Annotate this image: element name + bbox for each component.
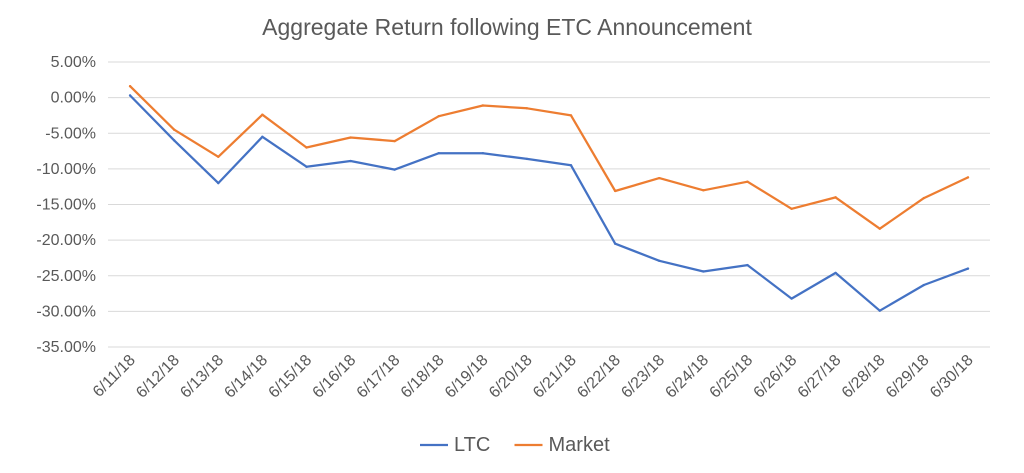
x-tick-label: 6/19/18 — [442, 352, 492, 402]
data-point-ltc — [525, 157, 529, 161]
data-point-market — [437, 114, 440, 118]
data-point-market — [702, 189, 705, 192]
x-tick-label: 6/13/18 — [177, 352, 227, 402]
gridlines — [108, 61, 990, 348]
chart-title: Aggregate Return following ETC Announcem… — [262, 14, 752, 40]
data-point-ltc — [834, 271, 837, 275]
data-point-ltc — [217, 181, 220, 185]
x-axis-tick-labels: 6/11/186/12/186/13/186/14/186/15/186/16/… — [90, 352, 977, 402]
data-point-ltc — [481, 152, 485, 155]
data-point-market — [481, 104, 485, 107]
x-tick-label: 6/17/18 — [354, 352, 404, 402]
data-point-ltc — [349, 159, 352, 163]
data-point-ltc — [613, 242, 617, 245]
data-point-market — [261, 113, 264, 116]
data-point-market — [790, 207, 793, 210]
data-point-ltc — [172, 139, 176, 142]
x-tick-label: 6/23/18 — [618, 352, 668, 402]
x-tick-label: 6/30/18 — [927, 352, 977, 402]
x-tick-label: 6/22/18 — [574, 352, 624, 402]
data-point-ltc — [966, 267, 970, 270]
x-tick-label: 6/12/18 — [133, 352, 183, 402]
data-point-market — [569, 114, 573, 117]
data-point-ltc — [702, 270, 705, 273]
x-tick-label: 6/24/18 — [662, 352, 712, 402]
x-tick-label: 6/21/18 — [530, 352, 580, 402]
x-tick-label: 6/26/18 — [751, 352, 801, 402]
data-point-market — [172, 128, 176, 131]
y-tick-label: -35.00% — [36, 339, 96, 356]
data-point-ltc — [746, 263, 749, 267]
data-point-ltc — [922, 283, 926, 287]
x-tick-label: 6/28/18 — [839, 352, 889, 402]
data-point-ltc — [305, 165, 308, 168]
data-point-ltc — [393, 168, 396, 171]
y-tick-label: -20.00% — [36, 232, 96, 249]
y-tick-label: -30.00% — [36, 303, 96, 320]
data-point-ltc — [878, 309, 881, 312]
data-point-market — [658, 176, 661, 180]
data-point-market — [834, 196, 837, 199]
y-tick-label: -15.00% — [36, 197, 96, 214]
data-point-market — [746, 180, 749, 183]
y-tick-label: -5.00% — [45, 125, 96, 142]
data-point-market — [525, 107, 529, 110]
data-point-ltc — [128, 94, 132, 97]
legend-label-ltc: LTC — [454, 434, 490, 456]
data-point-market — [217, 155, 220, 158]
data-point-market — [966, 176, 970, 179]
x-tick-label: 6/11/18 — [90, 352, 139, 401]
data-point-market — [393, 139, 396, 143]
legend-label-market: Market — [549, 434, 611, 456]
y-tick-label: 0.00% — [51, 90, 96, 107]
data-point-market — [305, 146, 308, 149]
data-point-market — [922, 196, 926, 200]
x-tick-label: 6/18/18 — [398, 352, 448, 402]
y-tick-label: -10.00% — [36, 161, 96, 178]
x-tick-label: 6/25/18 — [707, 352, 757, 402]
series-line-ltc — [128, 94, 970, 312]
data-point-ltc — [658, 259, 661, 262]
x-tick-label: 6/14/18 — [221, 352, 271, 402]
x-tick-label: 6/27/18 — [795, 352, 845, 402]
y-axis-tick-labels: 5.00% 0.00% -5.00% -10.00% -15.00% -20.00% -25… — [36, 54, 96, 356]
data-point-ltc — [569, 164, 573, 167]
data-point-market — [349, 136, 352, 139]
data-point-market — [878, 227, 881, 230]
data-point-market — [128, 85, 132, 88]
y-tick-label: -25.00% — [36, 268, 96, 285]
x-tick-label: 6/20/18 — [486, 352, 536, 402]
data-point-ltc — [261, 135, 264, 139]
data-point-market — [613, 189, 617, 193]
legend: LTC Market — [420, 434, 610, 456]
x-tick-label: 6/16/18 — [310, 352, 360, 402]
x-tick-label: 6/29/18 — [883, 352, 933, 402]
data-point-ltc — [437, 152, 440, 155]
data-point-ltc — [790, 297, 793, 300]
series-lines — [128, 85, 970, 312]
series-line-market — [128, 85, 970, 230]
x-tick-label: 6/15/18 — [266, 352, 316, 402]
y-tick-label: 5.00% — [51, 54, 96, 71]
